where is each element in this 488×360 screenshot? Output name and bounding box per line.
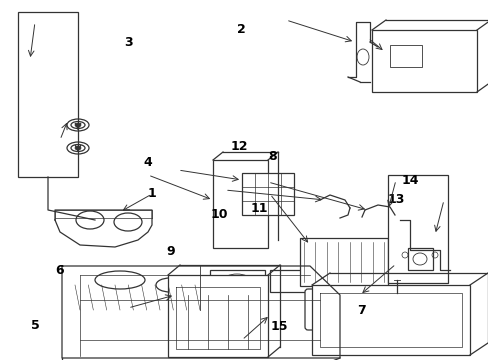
FancyBboxPatch shape xyxy=(305,289,405,330)
Ellipse shape xyxy=(75,146,81,150)
Ellipse shape xyxy=(75,123,81,127)
Text: 4: 4 xyxy=(143,156,152,168)
Bar xyxy=(407,248,432,270)
Text: 8: 8 xyxy=(268,150,277,163)
Bar xyxy=(269,270,319,292)
Bar xyxy=(389,45,421,67)
Bar xyxy=(371,30,476,92)
Bar xyxy=(311,285,469,355)
FancyBboxPatch shape xyxy=(312,296,397,323)
Text: 2: 2 xyxy=(236,23,245,36)
Text: 7: 7 xyxy=(357,304,366,317)
Bar xyxy=(18,12,78,177)
Text: 6: 6 xyxy=(55,264,64,276)
Bar xyxy=(299,238,387,286)
Text: 3: 3 xyxy=(123,36,132,49)
Text: 14: 14 xyxy=(401,174,419,186)
Text: 5: 5 xyxy=(31,319,40,332)
Bar xyxy=(168,275,267,357)
Bar xyxy=(209,270,264,292)
Text: 12: 12 xyxy=(230,140,248,153)
Bar xyxy=(213,160,267,248)
Bar xyxy=(387,175,447,283)
Text: 10: 10 xyxy=(210,208,227,221)
Text: 11: 11 xyxy=(250,202,267,215)
Text: 9: 9 xyxy=(166,245,175,258)
Text: 13: 13 xyxy=(386,193,404,206)
Text: 15: 15 xyxy=(270,320,288,333)
Bar xyxy=(242,173,293,215)
Text: 1: 1 xyxy=(147,187,156,200)
